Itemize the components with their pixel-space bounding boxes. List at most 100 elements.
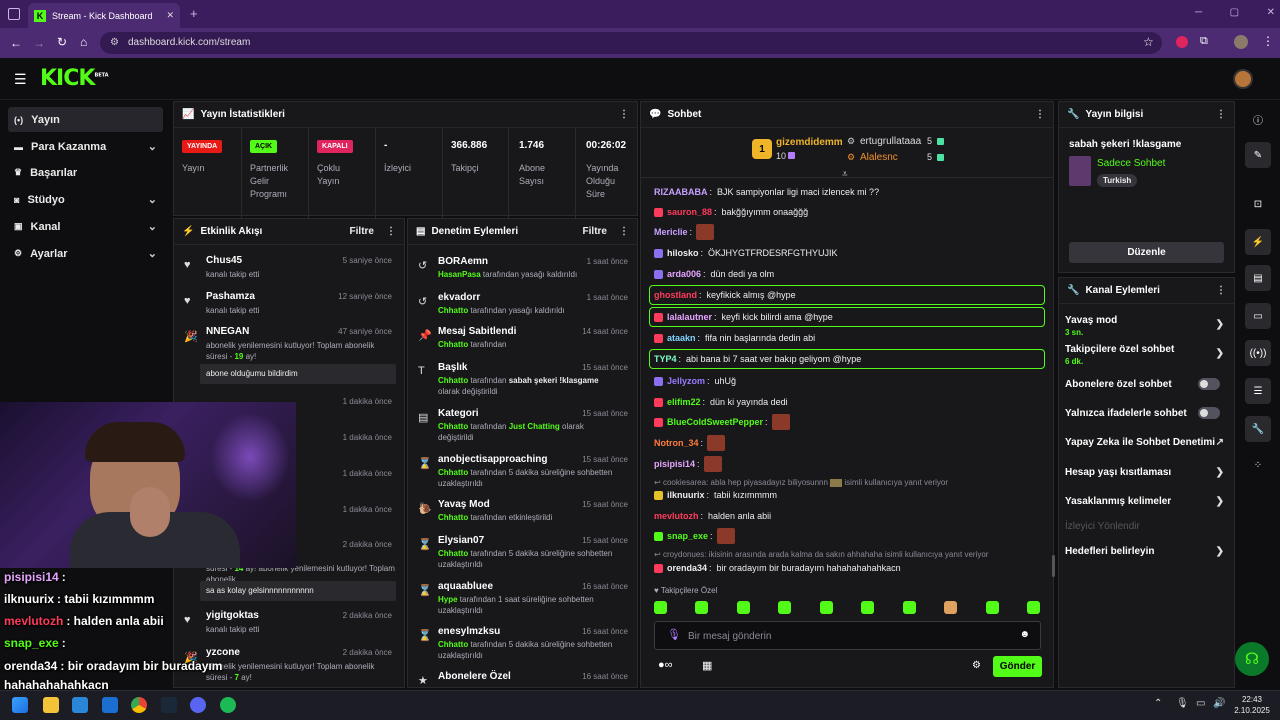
window-controls[interactable]: ─ ▢ ✕ — [1195, 7, 1275, 18]
top-gifter-name[interactable]: ertugrullataaa — [860, 136, 922, 147]
chat-username[interactable]: arda006 — [667, 269, 702, 279]
chat-username[interactable]: Notron_34 — [654, 438, 699, 448]
chrome-icon[interactable] — [131, 697, 147, 713]
pencil-icon[interactable]: ✎ — [1245, 142, 1271, 168]
filter-button[interactable]: Filtre — [582, 226, 607, 237]
emotes-only-toggle[interactable] — [1198, 407, 1220, 419]
ai-moderation-setting[interactable]: Yapay Zeka ile Sohbet Denetimi ↗ — [1065, 437, 1230, 448]
chat-message[interactable]: hilosko: ÖKJHYGTFRDESRFGTHYUJIK — [654, 245, 838, 261]
chat-username[interactable]: mevlutozh — [654, 511, 699, 521]
top-gifter-name[interactable]: gizemdidemm — [776, 137, 843, 148]
more-options-icon[interactable]: ⋮ — [1035, 109, 1045, 120]
chat-message[interactable]: BlueColdSweetPepper: — [654, 414, 790, 430]
chat-username[interactable]: BlueColdSweetPepper — [667, 417, 764, 427]
microphone-icon[interactable]: 🎙 — [1176, 698, 1189, 709]
wrench-icon[interactable]: 🔧 — [1245, 416, 1271, 442]
apps-icon[interactable]: ⁘ — [1253, 459, 1263, 471]
microphone-icon[interactable]: 🎙 — [667, 629, 681, 641]
chat-username[interactable]: orenda34 — [667, 563, 708, 573]
filter-button[interactable]: Filtre — [349, 226, 374, 237]
browser-menu-icon[interactable]: ⋮ — [1262, 34, 1274, 48]
chat-bubble-icon[interactable]: ▭ — [1245, 303, 1271, 329]
emote-icon[interactable] — [902, 601, 916, 614]
new-tab-button[interactable]: + — [190, 6, 198, 21]
hamburger-menu-icon[interactable]: ☰ — [14, 71, 27, 87]
chat-message[interactable]: ghostland: keyfikick almış @hype — [654, 287, 796, 303]
chat-username[interactable]: ilknuurix — [667, 490, 705, 500]
minimize-icon[interactable]: ─ — [1195, 7, 1203, 18]
volume-icon[interactable]: 🔊 — [1213, 698, 1226, 709]
chat-message[interactable]: ataakn: fifa nin başlarında dedin abi — [654, 330, 815, 346]
chat-message[interactable]: TYP4: abi bana bi 7 saat ver bakıp geliyo… — [654, 351, 861, 367]
profile-avatar[interactable] — [1234, 35, 1248, 49]
emote-icon[interactable] — [654, 601, 667, 614]
tab-actions-icon[interactable] — [8, 8, 20, 20]
network-icon[interactable]: ▭ — [1196, 698, 1206, 709]
bookmark-star-icon[interactable]: ☆ — [1143, 35, 1154, 49]
chat-username[interactable]: TYP4 — [654, 354, 677, 364]
sidebar-item-para-kazanma[interactable]: ▬ Para Kazanma ⌄ — [8, 134, 163, 159]
emoji-picker-icon[interactable]: ☻ — [1019, 629, 1030, 640]
chat-message[interactable]: arda006: dün dedi ya olm — [654, 266, 774, 282]
chat-input[interactable]: 🎙 Bir mesaj gönderin ☻ — [654, 621, 1041, 650]
shop-icon[interactable]: ▦ — [702, 660, 713, 672]
extension-icon[interactable] — [1176, 36, 1188, 48]
focus-icon[interactable]: ⊡ — [1253, 198, 1263, 210]
slow-mode-setting[interactable]: Yavaş mod 3 sn. ❯ — [1065, 315, 1230, 337]
sidebar-item-basarilar[interactable]: ♛ Başarılar — [8, 160, 163, 185]
chat-message[interactable]: elifim22: dün ki yayında dedi — [654, 394, 788, 410]
emote-icon[interactable] — [695, 601, 709, 614]
sidebar-item-kanal[interactable]: ▣ Kanal ⌄ — [8, 214, 163, 239]
chat-username[interactable]: RIZAABABA — [654, 187, 708, 197]
chat-message[interactable]: ilknuurix: tabii kızımmmm — [654, 487, 777, 503]
more-options-icon[interactable]: ⋮ — [1216, 285, 1226, 296]
steam-icon[interactable] — [161, 697, 177, 713]
more-options-icon[interactable]: ⋮ — [1216, 109, 1226, 120]
reload-icon[interactable]: ↻ — [57, 35, 68, 49]
support-headset-icon[interactable]: ☊ — [1235, 642, 1269, 676]
chat-username[interactable]: hilosko — [667, 248, 699, 258]
chat-username[interactable]: sauron_88 — [667, 207, 713, 217]
emote-icon[interactable] — [944, 601, 958, 614]
more-options-icon[interactable]: ⋮ — [386, 226, 396, 237]
top-gifter-name[interactable]: Alalesnc — [860, 152, 898, 163]
chat-username[interactable]: Jellyzom — [667, 376, 706, 386]
chat-message[interactable]: pisipisi14: — [654, 456, 722, 472]
file-explorer-icon[interactable] — [43, 697, 59, 713]
more-options-icon[interactable]: ⋮ — [619, 226, 629, 237]
chat-message[interactable]: snap_exe: — [654, 528, 735, 544]
chat-username[interactable]: lalalautner — [667, 312, 713, 322]
emote-icon[interactable] — [861, 601, 875, 614]
sidebar-item-yayin[interactable]: (•) Yayın — [8, 107, 163, 132]
extensions-puzzle-icon[interactable]: ⧉ — [1200, 35, 1208, 47]
layout-icon[interactable]: ☰ — [1245, 378, 1271, 404]
edit-stream-info-button[interactable]: Düzenle — [1069, 242, 1224, 263]
subs-only-setting[interactable]: Abonelere özel sohbet — [1065, 378, 1230, 390]
emote-icon[interactable] — [736, 601, 750, 614]
chat-username[interactable]: elifim22 — [667, 397, 701, 407]
chat-message[interactable]: sauron_88: bakğğıyımm onaağğğ — [654, 204, 808, 220]
banned-words-setting[interactable]: Yasaklanmış kelimeler ❯ — [1065, 496, 1230, 507]
send-button[interactable]: Gönder — [993, 656, 1042, 677]
site-info-icon[interactable]: ⚙ — [110, 37, 119, 48]
more-options-icon[interactable]: ⋮ — [619, 109, 629, 120]
spotify-icon[interactable] — [220, 697, 236, 713]
user-avatar[interactable] — [1233, 69, 1253, 89]
broadcast-icon[interactable]: ((•)) — [1245, 340, 1271, 366]
followers-only-setting[interactable]: Takipçilere özel sohbet 6 dk. ❯ — [1065, 344, 1230, 366]
chat-username[interactable]: ataakn — [667, 333, 696, 343]
chat-message[interactable]: RIZAABABA: BJK sampiyonlar ligi maci izle… — [654, 184, 879, 200]
stream-tag[interactable]: Turkish — [1097, 174, 1138, 187]
browser-tab[interactable]: K Stream - Kick Dashboard ✕ — [28, 3, 180, 28]
chat-settings-icon[interactable]: ⚙ — [972, 660, 981, 671]
emote-icon[interactable] — [1026, 601, 1040, 614]
emote-icon[interactable] — [778, 601, 792, 614]
chat-username[interactable]: pisipisi14 — [654, 459, 696, 469]
discord-icon[interactable] — [190, 697, 206, 713]
store-icon[interactable] — [72, 697, 88, 713]
chat-username[interactable]: snap_exe — [667, 531, 709, 541]
maximize-icon[interactable]: ▢ — [1229, 7, 1240, 18]
emote-icon[interactable] — [819, 601, 833, 614]
emotes-only-setting[interactable]: Yalnızca ifadelerle sohbet — [1065, 407, 1230, 419]
goals-setting[interactable]: Hedefleri belirleyin ❯ — [1065, 546, 1230, 557]
